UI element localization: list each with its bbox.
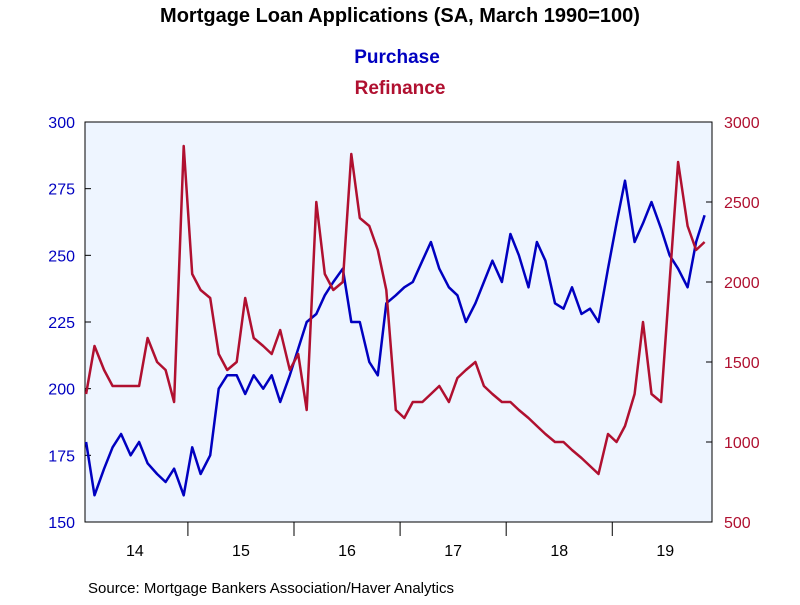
y-tick-label: 150 <box>48 515 75 532</box>
y-tick-label: 200 <box>48 382 75 399</box>
y2-tick-label: 1500 <box>724 355 760 372</box>
legend-entry: Refinance <box>355 78 446 99</box>
y2-tick-label: 1000 <box>724 435 760 452</box>
y-tick-label: 250 <box>48 248 75 265</box>
source-note: Source: Mortgage Bankers Association/Hav… <box>88 580 454 597</box>
x-tick-label: 16 <box>338 543 356 560</box>
y-tick-label: 225 <box>48 315 75 332</box>
y-tick-label: 300 <box>48 115 75 132</box>
y-tick-label: 275 <box>48 182 75 199</box>
plot-area <box>84 121 713 523</box>
y-tick-label: 175 <box>48 448 75 465</box>
series-line <box>84 144 706 476</box>
y2-tick-label: 500 <box>724 515 751 532</box>
series-line <box>84 179 706 497</box>
y2-tick-label: 2500 <box>724 195 760 212</box>
x-tick-label: 19 <box>656 543 674 560</box>
y2-tick-label: 2000 <box>724 275 760 292</box>
chart-title: Mortgage Loan Applications (SA, March 19… <box>160 5 640 27</box>
x-tick-label: 18 <box>550 543 568 560</box>
x-tick-label: 17 <box>444 543 462 560</box>
legend-entry: Purchase <box>354 47 440 68</box>
x-tick-label: 15 <box>232 543 250 560</box>
x-tick-label: 14 <box>126 543 144 560</box>
y2-tick-label: 3000 <box>724 115 760 132</box>
